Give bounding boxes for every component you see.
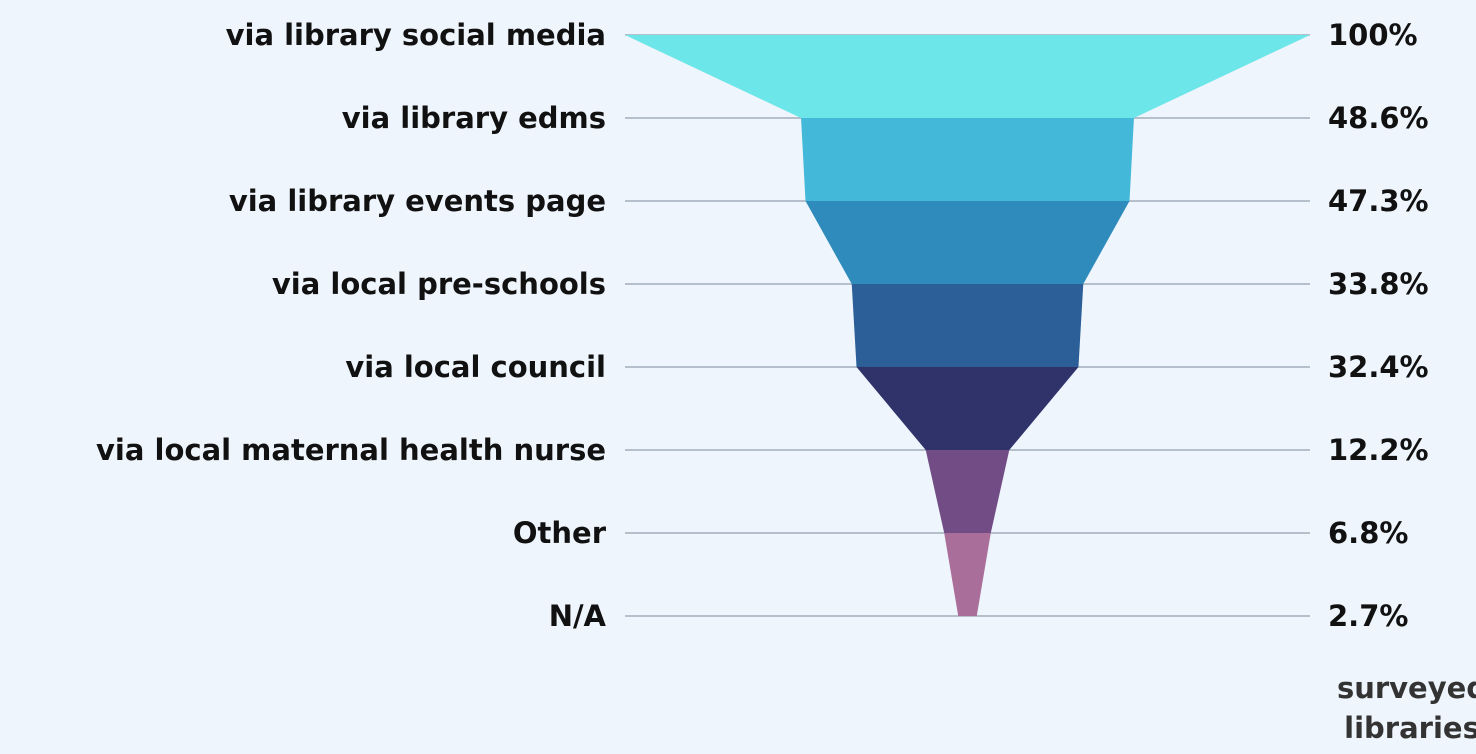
value-label: 33.8% bbox=[1328, 267, 1429, 301]
category-label: Other bbox=[513, 516, 607, 550]
value-label: 6.8% bbox=[1328, 516, 1408, 550]
funnel-segment bbox=[625, 35, 1310, 118]
funnel-segment bbox=[925, 450, 1010, 533]
value-label: 48.6% bbox=[1328, 101, 1429, 135]
funnel-segment bbox=[801, 118, 1134, 201]
value-axis-label: surveyed libraries bbox=[1336, 671, 1476, 745]
category-label: via library events page bbox=[229, 184, 606, 218]
category-label: via local pre-schools bbox=[272, 267, 606, 301]
category-label: N/A bbox=[549, 599, 607, 633]
funnel-segment bbox=[944, 533, 991, 616]
value-label: 100% bbox=[1328, 18, 1418, 52]
value-label: 32.4% bbox=[1328, 350, 1429, 384]
category-label: via local council bbox=[345, 350, 606, 384]
value-label: 12.2% bbox=[1328, 433, 1429, 467]
category-label: via library edms bbox=[342, 101, 606, 135]
value-label: 47.3% bbox=[1328, 184, 1429, 218]
funnel-segment bbox=[856, 367, 1079, 450]
category-label: via local maternal health nurse bbox=[96, 433, 606, 467]
value-label: 2.7% bbox=[1328, 599, 1408, 633]
funnel-segment bbox=[805, 201, 1130, 284]
category-label: via library social media bbox=[226, 18, 606, 52]
funnel-segment bbox=[851, 284, 1084, 367]
